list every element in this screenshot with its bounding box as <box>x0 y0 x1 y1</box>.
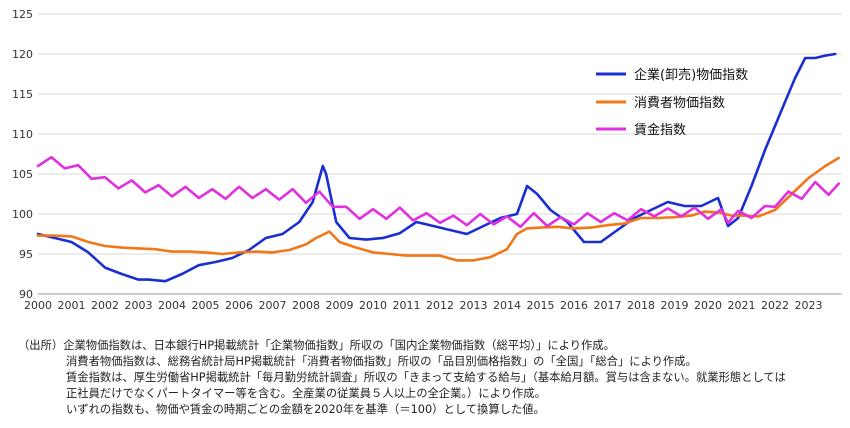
x-tick-label-2018: 2018 <box>627 299 655 312</box>
x-tick-label-2005: 2005 <box>192 299 220 312</box>
x-tick-label-2014: 2014 <box>493 299 521 312</box>
y-tick-label-100: 100 <box>12 208 33 221</box>
source-notes: （出所）企業物価指数は、日本銀行HP掲載統計「企業物価指数」所収の「国内企業物価… <box>18 338 848 418</box>
x-tick-label-2011: 2011 <box>393 299 421 312</box>
x-tick-label-2021: 2021 <box>728 299 756 312</box>
x-tick-label-2006: 2006 <box>225 299 253 312</box>
y-tick-label-90: 90 <box>19 288 33 301</box>
x-tick-label-2009: 2009 <box>326 299 354 312</box>
x-tick-label-2012: 2012 <box>426 299 454 312</box>
series-line-2 <box>36 156 841 262</box>
note-line-5: いずれの指数も、物価や賃金の時期ごとの金額を2020年を基準（＝100）として換… <box>66 403 545 416</box>
x-tick-label-2015: 2015 <box>527 299 555 312</box>
y-tick-label-125: 125 <box>12 8 33 21</box>
series-line-1 <box>36 52 837 283</box>
x-tick-label-2023: 2023 <box>795 299 823 312</box>
legend-label-1: 企業(卸売)物価指数 <box>634 67 748 83</box>
series-lines <box>36 52 841 283</box>
x-tick-label-2016: 2016 <box>560 299 588 312</box>
x-tick-label-2010: 2010 <box>359 299 387 312</box>
x-tick-label-2019: 2019 <box>661 299 689 312</box>
y-tick-label-120: 120 <box>12 48 33 61</box>
x-tick-label-2007: 2007 <box>259 299 287 312</box>
y-tick-label-95: 95 <box>19 248 33 261</box>
note-line-1: （出所）企業物価指数は、日本銀行HP掲載統計「企業物価指数」所収の「国内企業物価… <box>18 339 615 352</box>
x-tick-label-2002: 2002 <box>91 299 119 312</box>
note-line-2: 消費者物価指数は、総務省統計局HP掲載統計「消費者物価指数」所収の「品目別価格指… <box>66 355 697 368</box>
x-tick-label-2020: 2020 <box>694 299 722 312</box>
series-line-3 <box>36 155 841 229</box>
legend-label-2: 消費者物価指数 <box>634 96 725 111</box>
x-tick-label-2013: 2013 <box>460 299 488 312</box>
x-tick-label-2003: 2003 <box>125 299 153 312</box>
x-tick-label-2022: 2022 <box>761 299 789 312</box>
y-tick-label-115: 115 <box>12 88 33 101</box>
note-line-4: 正社員だけでなくパートタイマー等を含む。全産業の従業員５人以上の全企業。）により… <box>66 387 546 400</box>
x-tick-label-2017: 2017 <box>594 299 622 312</box>
x-tick-label-2001: 2001 <box>58 299 86 312</box>
gridlines <box>38 13 842 295</box>
y-tick-label-105: 105 <box>12 168 33 181</box>
x-tick-label-2004: 2004 <box>158 299 186 312</box>
x-tick-label-2000: 2000 <box>24 299 52 312</box>
y-tick-label-110: 110 <box>12 128 33 141</box>
y-axis-ticks: 90 95 100 105 110 115 120 125 <box>12 8 33 301</box>
x-axis-ticks: 2000 2001 2002 2003 2004 2005 2006 2007 2008 2009… <box>24 299 823 312</box>
x-tick-label-2008: 2008 <box>292 299 320 312</box>
note-line-3: 賃金指数は、厚生労働省HP掲載統計「毎月勤労統計調査」所収の「きまって支給する給… <box>66 371 786 384</box>
legend-label-3: 賃金指数 <box>634 122 686 138</box>
